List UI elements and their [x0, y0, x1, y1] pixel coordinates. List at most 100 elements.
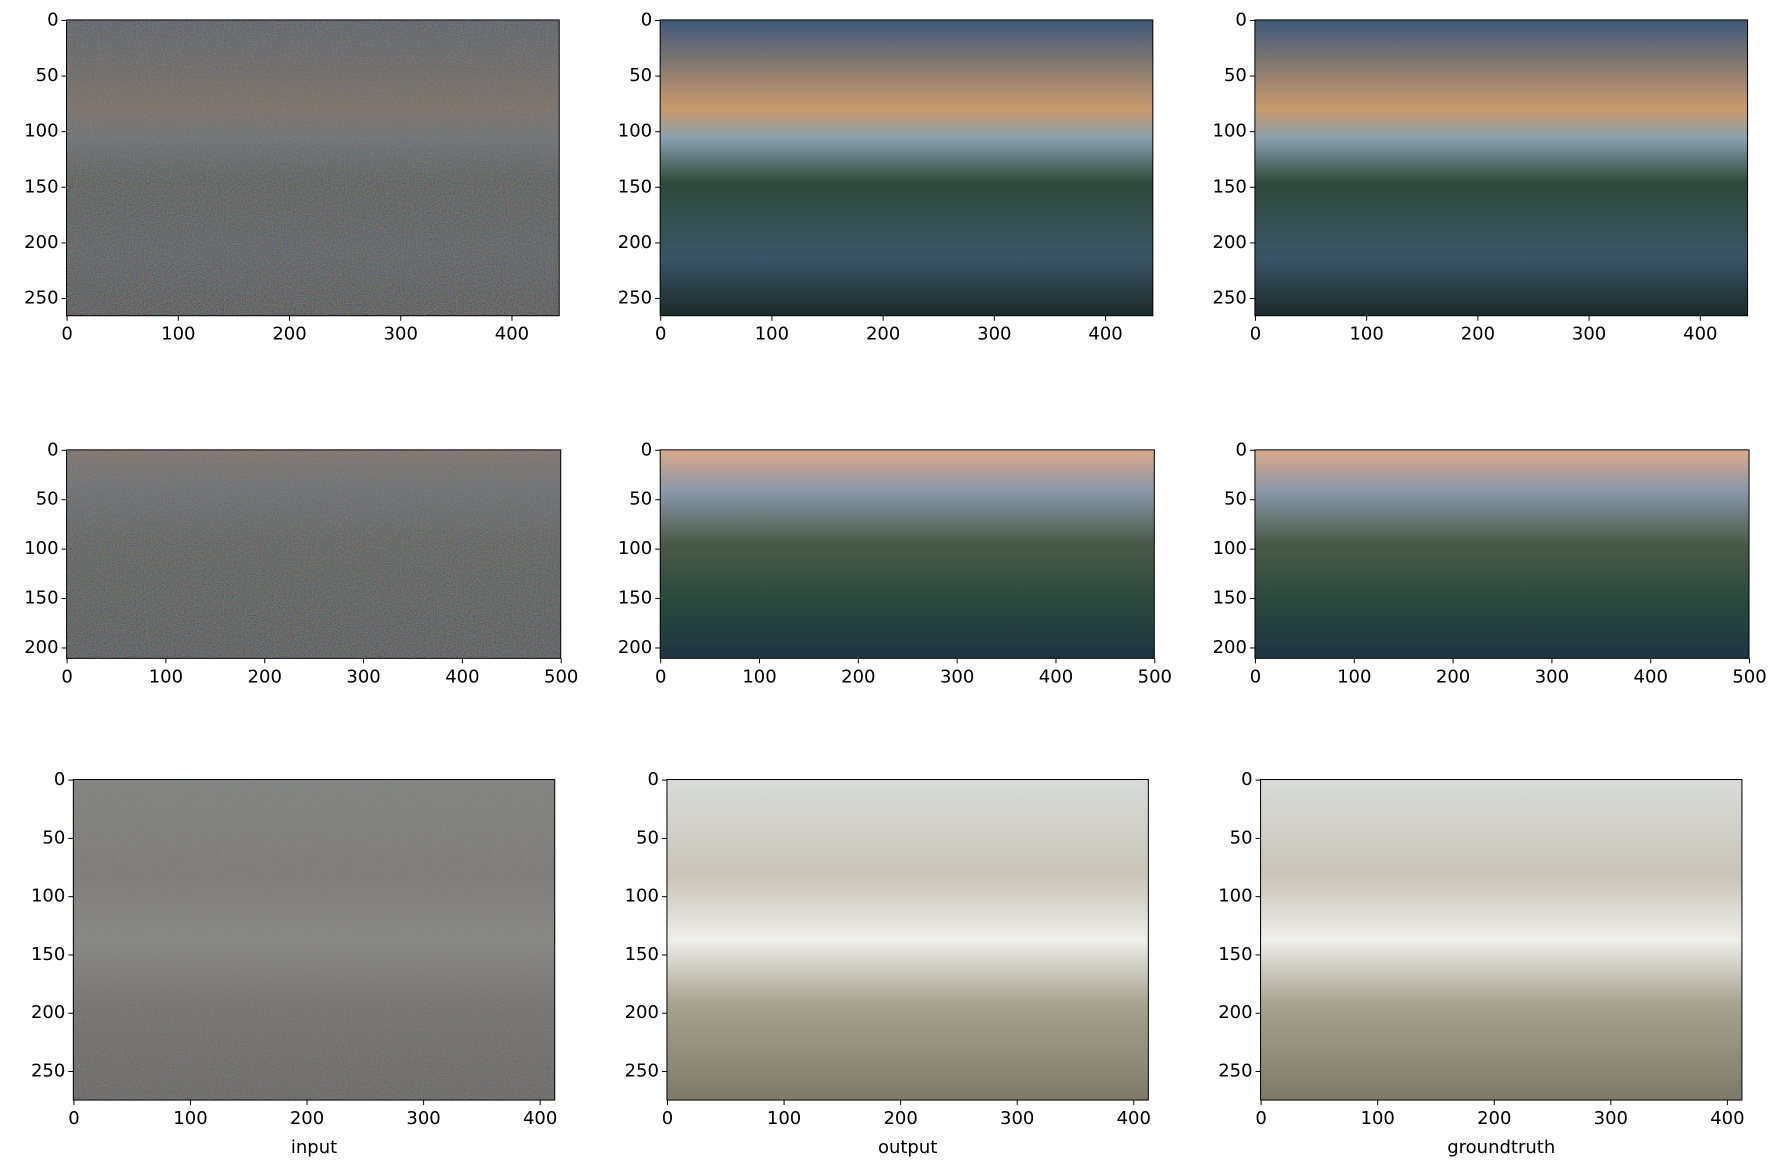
x-tick-label: 200	[290, 1108, 324, 1129]
y-tick-label: 0	[47, 9, 58, 30]
x-tick-label: 400	[495, 324, 529, 345]
y-tick-label: 50	[42, 827, 65, 848]
x-tick-label: 200	[883, 1108, 917, 1129]
image	[660, 449, 1155, 659]
image	[73, 779, 555, 1101]
y-tick-label: 200	[618, 637, 652, 658]
y-tick-label: 100	[24, 121, 58, 142]
y-tick-label: 50	[1224, 489, 1247, 510]
y-tick-label: 200	[1213, 637, 1247, 658]
x-tick-label: 100	[767, 1108, 801, 1129]
x-tick-label: 100	[161, 324, 195, 345]
x-tick-label: 400	[523, 1108, 557, 1129]
x-tick-label: 400	[1634, 666, 1668, 687]
y-tick-label: 50	[1230, 827, 1253, 848]
y-tick-label: 100	[31, 886, 65, 907]
x-tick-label: 0	[655, 324, 666, 345]
x-tick-label: 100	[1337, 666, 1371, 687]
x-tick-label: 0	[61, 666, 72, 687]
x-tick-label: 200	[1461, 324, 1495, 345]
y-tick-label: 150	[31, 944, 65, 965]
axes-frame	[1254, 449, 1750, 659]
y-tick-label: 200	[1218, 1002, 1252, 1023]
y-tick-label: 200	[31, 1002, 65, 1023]
y-tick-label: 150	[1213, 176, 1247, 197]
x-tick-label: 400	[1710, 1108, 1744, 1129]
y-tick-label: 50	[36, 65, 59, 86]
x-tick-label: 100	[1349, 324, 1383, 345]
y-tick-label: 150	[618, 588, 652, 609]
x-tick-label: 200	[866, 324, 900, 345]
y-tick-label: 0	[1235, 9, 1246, 30]
image-shade	[66, 19, 560, 316]
y-tick-label: 200	[618, 232, 652, 253]
x-tick-label: 300	[1594, 1108, 1628, 1129]
x-tick-label: 0	[68, 1108, 79, 1129]
x-tick-label: 500	[1138, 666, 1172, 687]
image	[1254, 19, 1748, 316]
x-tick-label: 300	[346, 666, 380, 687]
axes-frame	[66, 19, 560, 317]
y-tick-label: 50	[636, 827, 659, 848]
x-axis-label: output	[878, 1137, 937, 1158]
x-tick-label: 200	[841, 666, 875, 687]
x-tick-label: 0	[61, 324, 72, 345]
image	[1254, 449, 1750, 659]
x-tick-label: 400	[445, 666, 479, 687]
x-tick-label: 0	[662, 1108, 673, 1129]
y-tick-label: 50	[629, 489, 652, 510]
axes-frame	[66, 449, 562, 659]
y-tick-label: 100	[625, 886, 659, 907]
x-tick-label: 0	[1255, 1108, 1266, 1129]
x-tick-label: 0	[1250, 324, 1261, 345]
x-tick-label: 100	[149, 666, 183, 687]
y-tick-label: 100	[1218, 886, 1252, 907]
x-tick-label: 0	[1250, 666, 1261, 687]
x-tick-label: 200	[1477, 1108, 1511, 1129]
y-tick-label: 50	[36, 489, 59, 510]
axes-frame	[666, 779, 1149, 1101]
y-tick-label: 0	[641, 439, 652, 460]
y-tick-label: 150	[1218, 944, 1252, 965]
image	[66, 449, 561, 659]
y-tick-label: 100	[1213, 121, 1247, 142]
y-tick-label: 250	[1213, 288, 1247, 309]
image	[66, 19, 560, 316]
x-tick-label: 300	[406, 1108, 440, 1129]
x-tick-label: 400	[1088, 324, 1122, 345]
y-tick-label: 150	[24, 588, 58, 609]
x-tick-label: 500	[1732, 666, 1766, 687]
y-tick-label: 100	[618, 121, 652, 142]
x-tick-label: 300	[384, 324, 418, 345]
y-tick-label: 0	[1235, 439, 1246, 460]
y-tick-label: 250	[618, 288, 652, 309]
y-tick-label: 50	[629, 65, 652, 86]
y-tick-label: 150	[625, 944, 659, 965]
axes-frame	[659, 449, 1155, 659]
x-tick-label: 500	[544, 666, 578, 687]
axes-frame	[72, 779, 556, 1101]
x-tick-label: 300	[1000, 1108, 1034, 1129]
y-tick-label: 200	[24, 232, 58, 253]
x-tick-label: 100	[1361, 1108, 1395, 1129]
y-tick-label: 250	[1218, 1061, 1252, 1082]
x-tick-label: 400	[1039, 666, 1073, 687]
axes-frame	[1254, 19, 1749, 317]
x-axis-label: groundtruth	[1447, 1137, 1555, 1158]
y-tick-label: 50	[1224, 65, 1247, 86]
y-tick-label: 100	[24, 538, 58, 559]
y-tick-label: 250	[24, 288, 58, 309]
image	[660, 19, 1153, 316]
y-tick-label: 150	[24, 176, 58, 197]
image	[666, 779, 1149, 1101]
x-tick-label: 400	[1117, 1108, 1151, 1129]
y-tick-label: 150	[1213, 588, 1247, 609]
x-tick-label: 0	[655, 666, 666, 687]
y-tick-label: 150	[618, 176, 652, 197]
axes-frame	[1260, 779, 1743, 1101]
y-tick-label: 0	[54, 769, 65, 790]
y-tick-label: 200	[625, 1002, 659, 1023]
x-tick-label: 200	[272, 324, 306, 345]
y-tick-label: 0	[647, 769, 658, 790]
